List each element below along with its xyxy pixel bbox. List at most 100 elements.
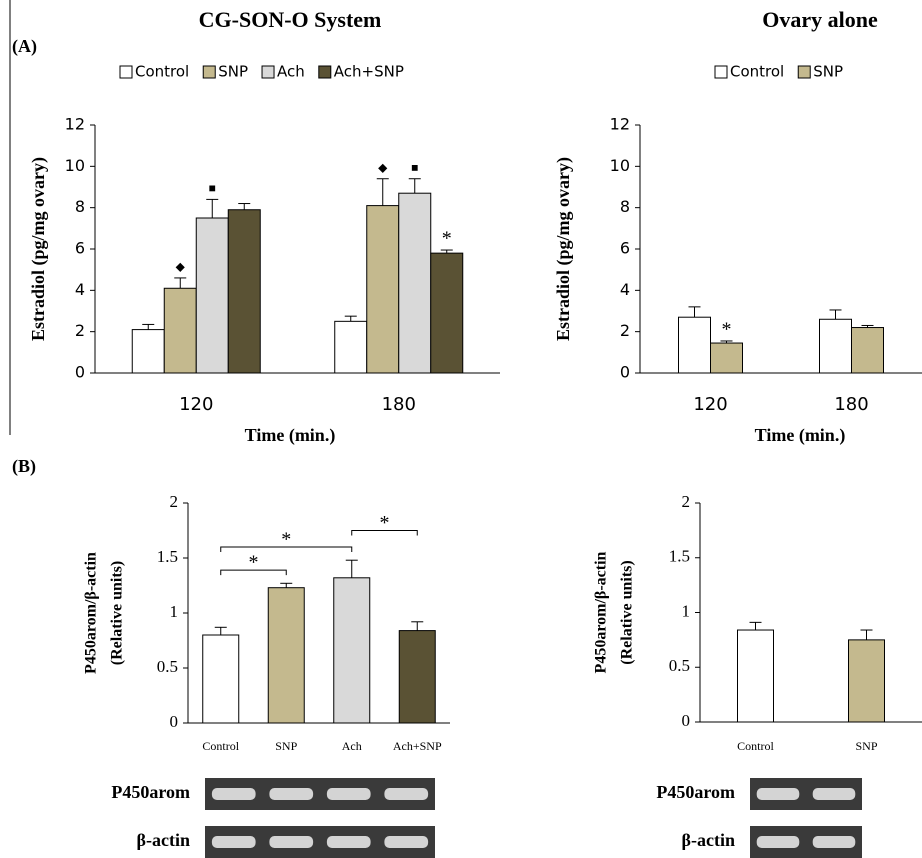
bar (228, 210, 260, 373)
blot-label: P450arom (656, 782, 735, 802)
annotation: * (442, 228, 452, 250)
annotation: ◆ (378, 160, 388, 174)
legend-swatch (203, 66, 215, 78)
y-tick-label: 8 (75, 197, 85, 216)
gel-band (384, 788, 428, 800)
x-axis-label: Time (min.) (755, 425, 846, 446)
chart-title: Ovary alone (762, 7, 878, 32)
y-axis-label: (Relative units) (109, 561, 126, 665)
gel-band (384, 836, 428, 848)
bar (852, 328, 884, 373)
y-tick-label: 0 (620, 363, 630, 382)
y-tick-label: 1.5 (157, 547, 178, 566)
legend-label: Ach (277, 63, 305, 81)
gel-band (212, 836, 256, 848)
comparison-label: * (249, 552, 259, 574)
y-tick-label: 2 (682, 492, 691, 511)
legend-label: SNP (218, 63, 248, 81)
legend-swatch (120, 66, 132, 78)
y-tick-label: 2 (75, 321, 85, 340)
y-tick-label: 12 (610, 115, 630, 134)
y-tick-label: 1 (170, 602, 179, 621)
y-tick-label: 2 (620, 321, 630, 340)
x-tick-label: Control (737, 739, 774, 753)
legend-swatch (798, 66, 810, 78)
legend-swatch (715, 66, 727, 78)
y-tick-label: 1.5 (669, 547, 690, 566)
y-tick-label: 0 (682, 711, 691, 730)
gel-band (269, 788, 313, 800)
annotation: ■ (411, 160, 418, 174)
legend-swatch (319, 66, 331, 78)
x-tick-label: 120 (179, 394, 213, 415)
gel-band (813, 836, 856, 848)
bar (203, 635, 239, 723)
y-tick-label: 6 (75, 239, 85, 258)
y-tick-label: 4 (620, 280, 630, 299)
blot-label: β-actin (137, 830, 190, 850)
bar (196, 218, 228, 373)
y-tick-label: 10 (610, 156, 630, 175)
gel-band (813, 788, 856, 800)
bar (367, 206, 399, 373)
y-tick-label: 0 (170, 712, 179, 731)
y-tick-label: 6 (620, 239, 630, 258)
bar (679, 317, 711, 373)
x-tick-label: SNP (275, 739, 297, 753)
y-tick-label: 2 (170, 492, 179, 511)
x-tick-label: 180 (382, 394, 416, 415)
gel-band (212, 788, 256, 800)
y-tick-label: 8 (620, 197, 630, 216)
gel-band (757, 836, 800, 848)
y-axis-label: Estradiol (pg/mg ovary) (28, 157, 49, 341)
y-tick-label: 10 (65, 156, 85, 175)
y-tick-label: 1 (682, 601, 691, 620)
legend-label: SNP (813, 63, 843, 81)
y-tick-label: 12 (65, 115, 85, 134)
bar (849, 640, 885, 722)
x-axis-label: Time (min.) (245, 425, 336, 446)
chart-title: CG-SON-O System (199, 7, 382, 32)
comparison-label: * (380, 512, 390, 534)
y-axis-label: P450arom/β-actin (83, 552, 100, 674)
y-tick-label: 4 (75, 280, 85, 299)
x-tick-label: Ach (342, 739, 362, 753)
gel-band (327, 836, 371, 848)
y-axis-label: Estradiol (pg/mg ovary) (553, 157, 574, 341)
bar (164, 288, 196, 373)
legend-swatch (262, 66, 274, 78)
bar (738, 630, 774, 722)
blot-label: β-actin (682, 830, 735, 850)
gel-band (327, 788, 371, 800)
bar (399, 631, 435, 723)
figure: (A) (B) CG-SON-O System Estradiol (pg/mg … (0, 0, 922, 858)
panel-label: (B) (12, 456, 36, 477)
annotation: ■ (209, 181, 216, 195)
bar (132, 330, 164, 373)
bar (268, 588, 304, 723)
gel-band (269, 836, 313, 848)
x-tick-label: Control (202, 739, 239, 753)
x-tick-label: SNP (855, 739, 877, 753)
y-tick-label: 0.5 (669, 656, 690, 675)
bar (335, 321, 367, 373)
x-tick-label: 180 (834, 394, 868, 415)
bar (334, 578, 370, 723)
comparison-label: * (281, 529, 291, 551)
annotation: ◆ (176, 260, 186, 274)
y-tick-label: 0 (75, 363, 85, 382)
y-tick-label: 0.5 (157, 657, 178, 676)
x-tick-label: 120 (693, 394, 727, 415)
blot-label: P450arom (111, 782, 190, 802)
bar (820, 319, 852, 373)
bar (711, 343, 743, 373)
legend-label: Control (135, 63, 189, 81)
legend-label: Ach+SNP (334, 63, 404, 81)
bar (431, 253, 463, 373)
x-tick-label: Ach+SNP (393, 739, 442, 753)
y-axis-label: (Relative units) (619, 560, 636, 664)
annotation: * (722, 319, 732, 341)
panel-label: (A) (12, 36, 37, 57)
bar (399, 193, 431, 373)
y-axis-label: P450arom/β-actin (593, 551, 610, 673)
